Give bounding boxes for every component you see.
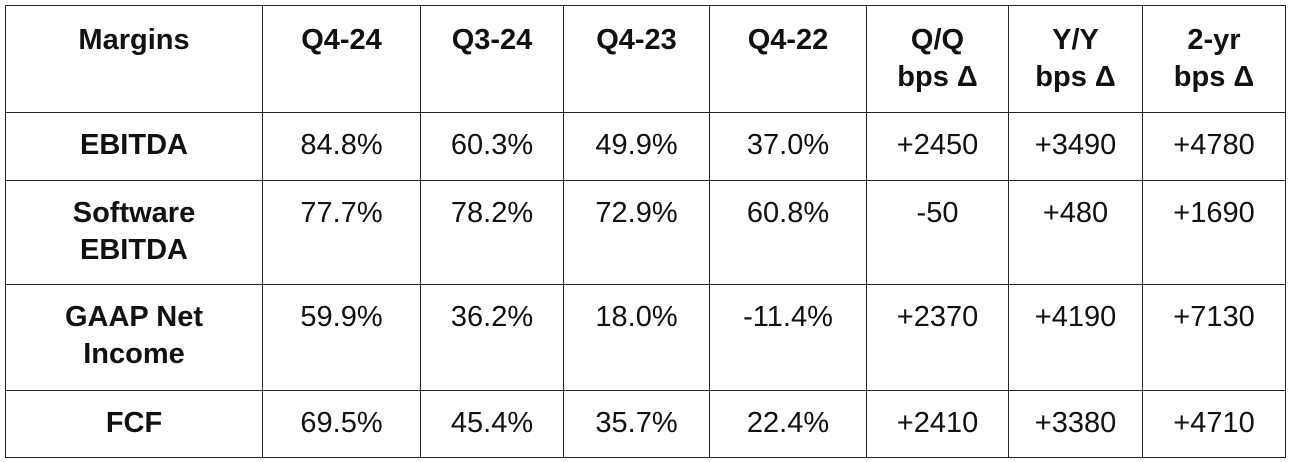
header-cell: Q3-24 xyxy=(420,5,564,113)
cell: 22.4% xyxy=(709,390,867,458)
cell: -50 xyxy=(866,180,1009,285)
cell: +2450 xyxy=(866,112,1009,181)
cell: +4710 xyxy=(1142,390,1286,458)
cell: 36.2% xyxy=(420,284,564,391)
table-row: EBITDA 84.8% 60.3% 49.9% 37.0% +2450 +3490 +478… xyxy=(5,112,1286,181)
cell: +7130 xyxy=(1142,284,1286,391)
cell: 77.7% xyxy=(262,180,421,285)
cell: 35.7% xyxy=(563,390,710,458)
cell: 49.9% xyxy=(563,112,710,181)
cell: +3490 xyxy=(1008,112,1143,181)
header-cell: Q4-22 xyxy=(709,5,867,113)
row-label: Software EBITDA xyxy=(5,180,263,285)
cell: +4780 xyxy=(1142,112,1286,181)
cell: 69.5% xyxy=(262,390,421,458)
cell: -11.4% xyxy=(709,284,867,391)
cell: +3380 xyxy=(1008,390,1143,458)
header-cell: Y/Y bps Δ xyxy=(1008,5,1143,113)
row-label: GAAP Net Income xyxy=(5,284,263,391)
cell: 37.0% xyxy=(709,112,867,181)
margins-table: Margins Q4-24 Q3-24 Q4-23 Q4-22 Q/Q bps Δ Y/Y … xyxy=(5,5,1286,458)
table-row: FCF 69.5% 45.4% 35.7% 22.4% +2410 +3380 +4710 xyxy=(5,390,1286,458)
row-label: EBITDA xyxy=(5,112,263,181)
header-cell: Q4-24 xyxy=(262,5,421,113)
header-cell: Q/Q bps Δ xyxy=(866,5,1009,113)
cell: 60.3% xyxy=(420,112,564,181)
cell: +2370 xyxy=(866,284,1009,391)
cell: 84.8% xyxy=(262,112,421,181)
cell: +4190 xyxy=(1008,284,1143,391)
header-cell: Margins xyxy=(5,5,263,113)
row-label: FCF xyxy=(5,390,263,458)
header-cell: 2-yr bps Δ xyxy=(1142,5,1286,113)
cell: 72.9% xyxy=(563,180,710,285)
table-row: GAAP Net Income 59.9% 36.2% 18.0% -11.4% +237… xyxy=(5,284,1286,391)
table-row: Software EBITDA 77.7% 78.2% 72.9% 60.8% -50 +4… xyxy=(5,180,1286,285)
cell: 60.8% xyxy=(709,180,867,285)
cell: 78.2% xyxy=(420,180,564,285)
cell: +480 xyxy=(1008,180,1143,285)
cell: +1690 xyxy=(1142,180,1286,285)
cell: 18.0% xyxy=(563,284,710,391)
header-row: Margins Q4-24 Q3-24 Q4-23 Q4-22 Q/Q bps Δ Y/Y … xyxy=(5,5,1286,113)
header-cell: Q4-23 xyxy=(563,5,710,113)
cell: +2410 xyxy=(866,390,1009,458)
cell: 59.9% xyxy=(262,284,421,391)
cell: 45.4% xyxy=(420,390,564,458)
